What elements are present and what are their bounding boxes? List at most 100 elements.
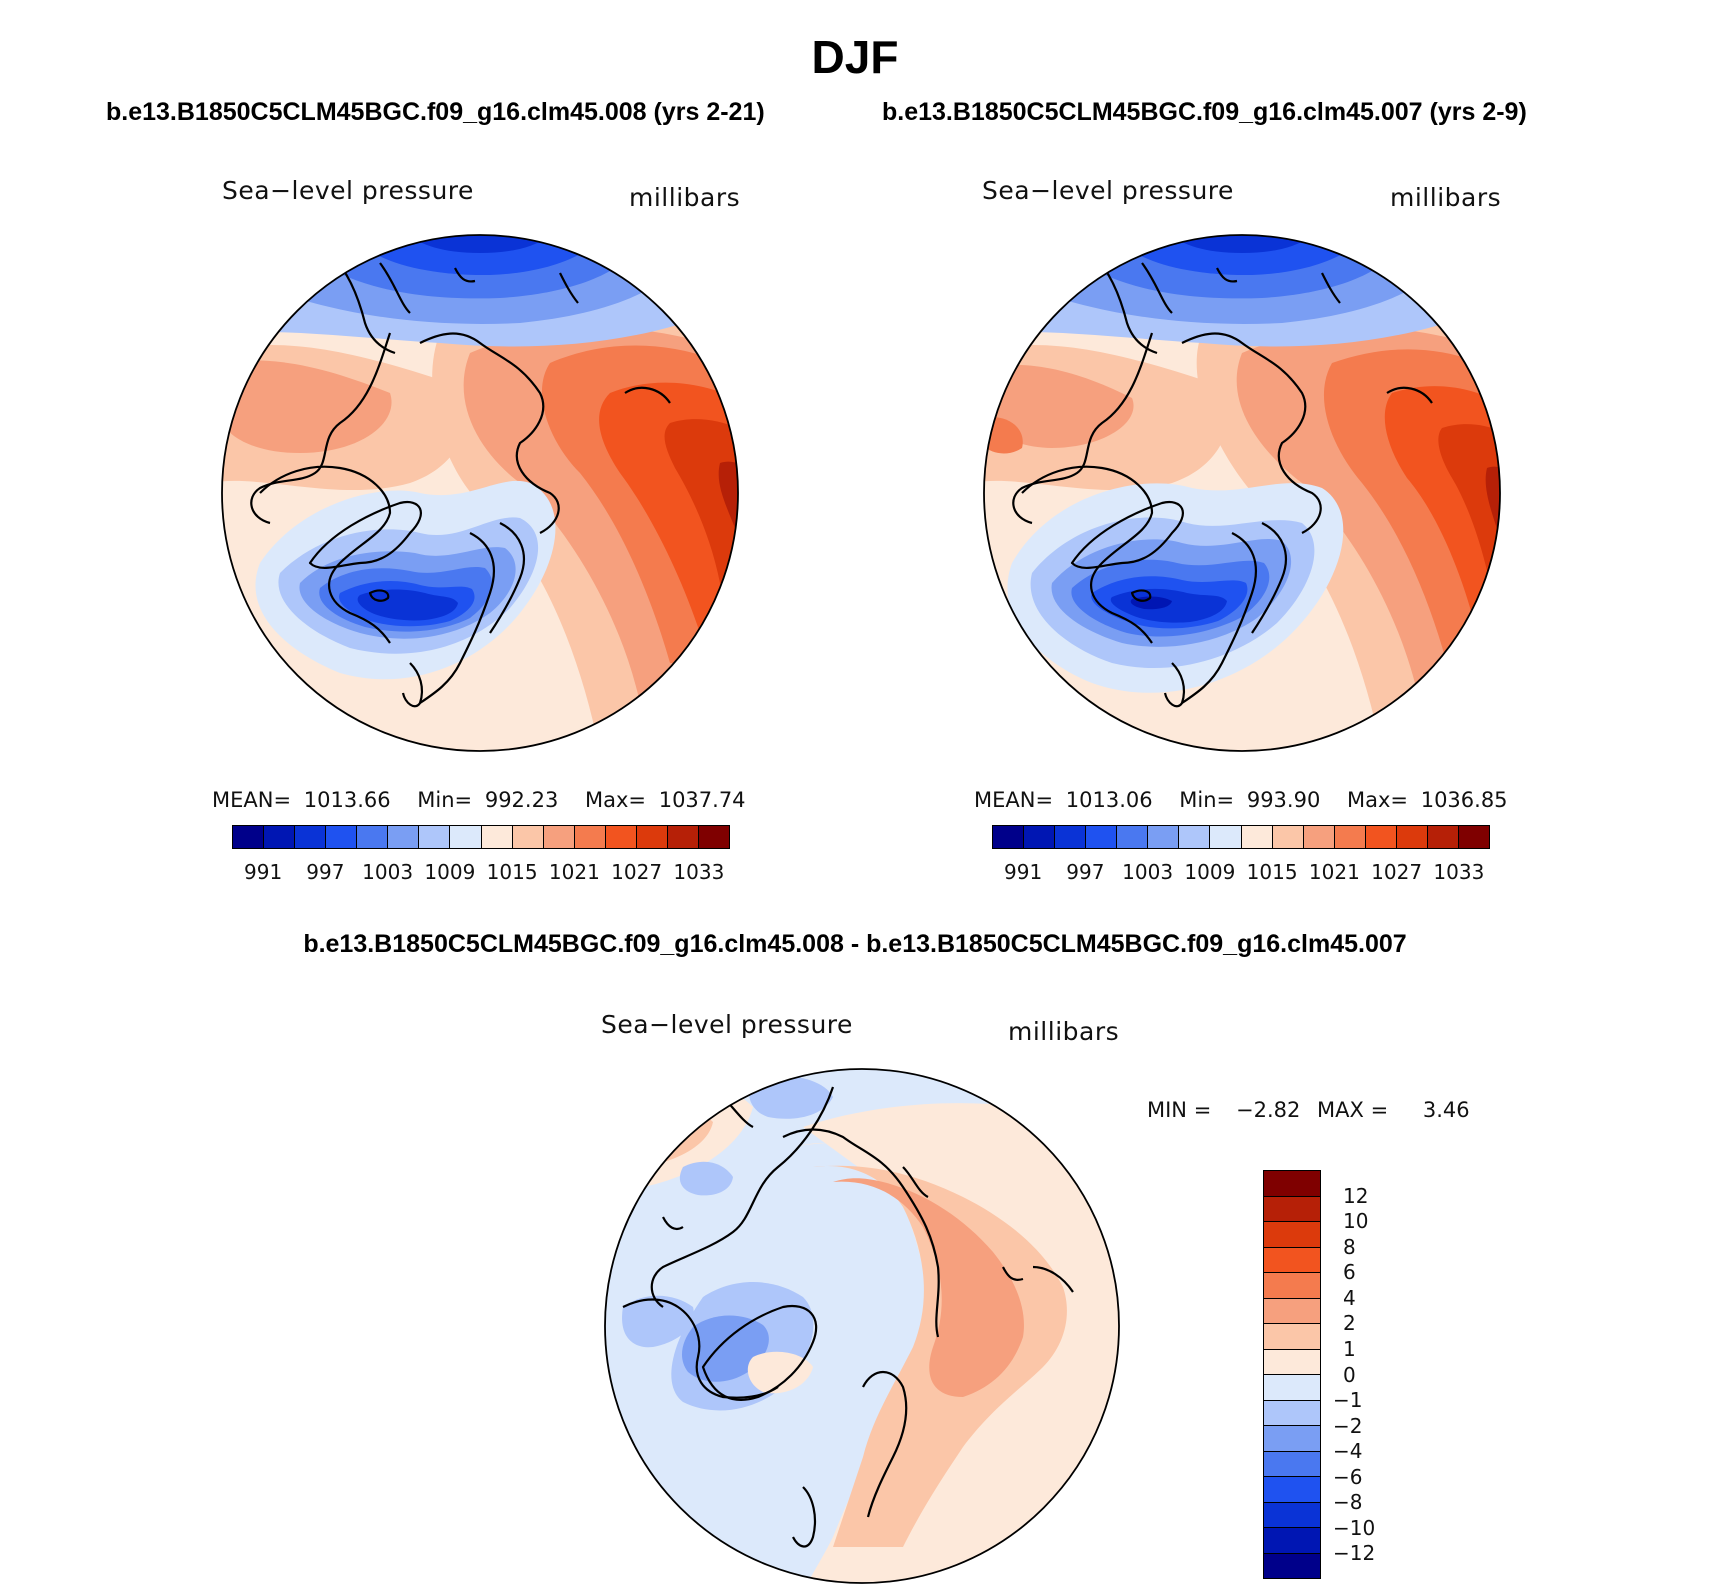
colorbar-swatch [1264, 1222, 1320, 1248]
colorbar-tick-label: 2 [1343, 1311, 1356, 1336]
colorbar-tick-label: 10 [1343, 1209, 1369, 1234]
colorbar-tick-label: −2 [1333, 1413, 1363, 1438]
colorbar-tick-label: 6 [1343, 1260, 1356, 1285]
colorbar-tick-label: 997 [1066, 860, 1105, 884]
diff-min-value: −2.82 [1235, 1098, 1301, 1122]
colorbar-tick-label: 991 [244, 860, 283, 884]
colorbar-tick-label: −6 [1333, 1464, 1363, 1489]
colorbar-tick-label: 12 [1343, 1183, 1369, 1208]
colorbar-swatch [1272, 826, 1304, 848]
diff-max-label: MAX = [1317, 1098, 1389, 1122]
right-max-label: Max= [1347, 788, 1409, 812]
colorbar-swatch [1458, 826, 1489, 848]
colorbar-tick-label: 0 [1343, 1362, 1356, 1387]
right-polar-map [983, 234, 1501, 752]
colorbar-swatch [1427, 826, 1459, 848]
colorbar-swatch [1264, 1528, 1320, 1554]
colorbar-swatch [1117, 826, 1149, 848]
colorbar-swatch [233, 826, 265, 848]
colorbar-swatch [1264, 1247, 1320, 1273]
diff-max-value: 3.46 [1422, 1098, 1470, 1122]
colorbar-swatch [1264, 1324, 1320, 1350]
diff-colorbar [1263, 1170, 1321, 1579]
colorbar-swatch [1264, 1349, 1320, 1375]
colorbar-swatch [1264, 1553, 1320, 1578]
colorbar-tick-label: −8 [1333, 1490, 1363, 1515]
colorbar-tick-label: 991 [1004, 860, 1043, 884]
colorbar-tick-label: 1027 [1371, 860, 1423, 884]
right-max-value: 1036.85 [1420, 788, 1508, 812]
right-variable-label: Sea−level pressure [982, 176, 1234, 205]
colorbar-swatch [1303, 826, 1335, 848]
colorbar-swatch [1055, 826, 1087, 848]
colorbar-swatch [388, 826, 420, 848]
diff-title: b.e13.B1850C5CLM45BGC.f09_g16.clm45.008 … [303, 930, 1407, 958]
colorbar-swatch [574, 826, 606, 848]
colorbar-swatch [1086, 826, 1118, 848]
colorbar-swatch [295, 826, 327, 848]
colorbar-swatch [1264, 1400, 1320, 1426]
colorbar-tick-label: 1 [1343, 1336, 1356, 1361]
colorbar-swatch [1264, 1477, 1320, 1503]
left-max-value: 1037.74 [658, 788, 746, 812]
diff-min-label: MIN = [1147, 1098, 1212, 1122]
colorbar-swatch [326, 826, 358, 848]
colorbar-swatch [667, 826, 699, 848]
diff-colorbar-ticks: 12 10 8 6 4 2 1 0 −1 −2 −4 −6 −8 −10 −12 [1333, 1170, 1395, 1579]
right-colorbar [992, 825, 1490, 849]
left-mean-value: 1013.66 [303, 788, 391, 812]
colorbar-tick-label: −1 [1333, 1388, 1363, 1413]
colorbar-swatch [1264, 1273, 1320, 1299]
colorbar-tick-label: −12 [1333, 1541, 1376, 1566]
colorbar-tick-label: 1033 [1433, 860, 1485, 884]
colorbar-swatch [1264, 1196, 1320, 1222]
left-max-label: Max= [585, 788, 647, 812]
colorbar-swatch [1210, 826, 1242, 848]
colorbar-swatch [450, 826, 482, 848]
colorbar-tick-label: −10 [1333, 1515, 1376, 1540]
colorbar-tick-label: 8 [1343, 1234, 1356, 1259]
colorbar-tick-label: 997 [306, 860, 345, 884]
colorbar-swatch [1024, 826, 1056, 848]
colorbar-swatch [419, 826, 451, 848]
diff-polar-map [604, 1068, 1120, 1584]
colorbar-swatch [1365, 826, 1397, 848]
colorbar-tick-label: 1021 [548, 860, 600, 884]
colorbar-swatch [698, 826, 729, 848]
colorbar-tick-label: 1003 [1122, 860, 1174, 884]
colorbar-swatch [636, 826, 668, 848]
colorbar-swatch [1264, 1451, 1320, 1477]
left-polar-map [221, 234, 739, 752]
colorbar-swatch [993, 826, 1025, 848]
colorbar-swatch [1264, 1298, 1320, 1324]
colorbar-tick-label: 1003 [362, 860, 414, 884]
left-units-label: millibars [629, 183, 741, 212]
colorbar-tick-label: −4 [1333, 1439, 1363, 1464]
right-mean-value: 1013.06 [1065, 788, 1153, 812]
colorbar-swatch [1148, 826, 1180, 848]
left-min-value: 992.23 [484, 788, 559, 812]
right-units-label: millibars [1390, 183, 1502, 212]
main-title: DJF [811, 31, 899, 83]
colorbar-swatch [1179, 826, 1211, 848]
colorbar-swatch [357, 826, 389, 848]
left-case-title: b.e13.B1850C5CLM45BGC.f09_g16.clm45.008 … [106, 98, 765, 126]
diff-variable-label: Sea−level pressure [601, 1010, 853, 1039]
diff-units-label: millibars [1008, 1017, 1120, 1046]
colorbar-tick-label: 1021 [1308, 860, 1360, 884]
colorbar-swatch [1264, 1426, 1320, 1452]
colorbar-swatch [1264, 1375, 1320, 1401]
colorbar-tick-label: 1033 [673, 860, 725, 884]
left-variable-label: Sea−level pressure [222, 176, 474, 205]
right-case-title: b.e13.B1850C5CLM45BGC.f09_g16.clm45.007 … [882, 98, 1527, 126]
colorbar-swatch [1241, 826, 1273, 848]
colorbar-swatch [1396, 826, 1428, 848]
colorbar-tick-label: 1015 [486, 860, 538, 884]
right-mean-label: MEAN= [974, 788, 1054, 812]
right-min-value: 993.90 [1246, 788, 1321, 812]
colorbar-swatch [512, 826, 544, 848]
colorbar-tick-label: 1015 [1246, 860, 1298, 884]
colorbar-tick-label: 1027 [611, 860, 663, 884]
colorbar-swatch [264, 826, 296, 848]
colorbar-swatch [1334, 826, 1366, 848]
